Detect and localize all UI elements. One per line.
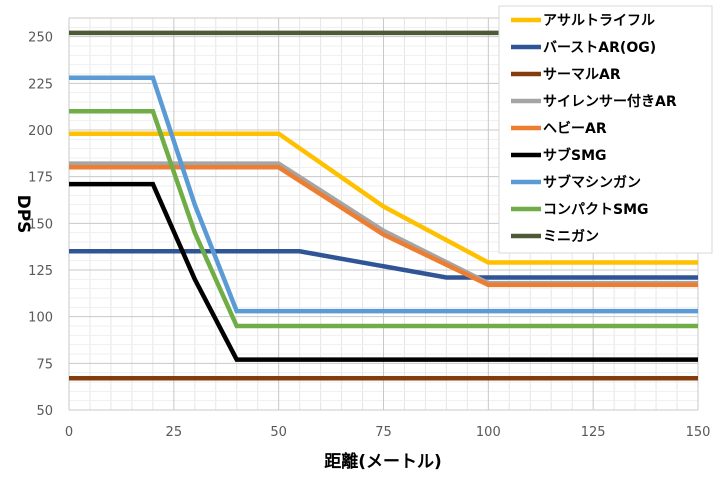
y-tick-label: 150 (28, 217, 53, 232)
series-line-5 (69, 165, 698, 288)
y-tick-label: 100 (28, 311, 53, 326)
legend-label: コンパクトSMG (543, 202, 649, 218)
x-tick-label: 150 (686, 425, 711, 440)
series-line-7 (69, 75, 698, 314)
x-tick-label: 125 (581, 425, 606, 440)
legend-label: アサルトライフル (543, 13, 655, 29)
legend-label: サブマシンガン (543, 174, 641, 191)
series-line-1 (69, 131, 698, 265)
x-tick-label: 100 (476, 425, 501, 440)
x-tick-label: 50 (270, 425, 287, 440)
legend-label: ミニガン (543, 229, 599, 245)
y-tick-label: 225 (28, 77, 53, 92)
y-axis-title: DPS (13, 195, 33, 234)
x-tick-label: 25 (166, 425, 183, 440)
series-line-8 (69, 109, 698, 329)
x-tick-label: 0 (65, 425, 73, 440)
legend-label: サブSMG (543, 147, 607, 164)
tick-labels: 0 25 50 75 100 125 150 50 75 100 125 150 175 200 225 25… (28, 31, 710, 440)
series-line-6 (69, 181, 698, 362)
y-tick-label: 75 (36, 357, 53, 372)
y-tick-label: 250 (28, 31, 53, 46)
y-tick-label: 50 (36, 404, 53, 419)
x-tick-label: 75 (375, 425, 392, 440)
legend-label: サイレンサー付きAR (543, 93, 677, 110)
y-tick-label: 125 (28, 264, 53, 279)
legend-label: ヘビーAR (543, 121, 607, 137)
y-tick-label: 200 (28, 124, 53, 139)
x-axis-title: 距離(メートル) (324, 451, 442, 472)
legend-label: サーマルAR (543, 67, 621, 83)
legend-label: バーストAR(OG) (543, 40, 656, 56)
y-tick-label: 175 (28, 171, 53, 186)
